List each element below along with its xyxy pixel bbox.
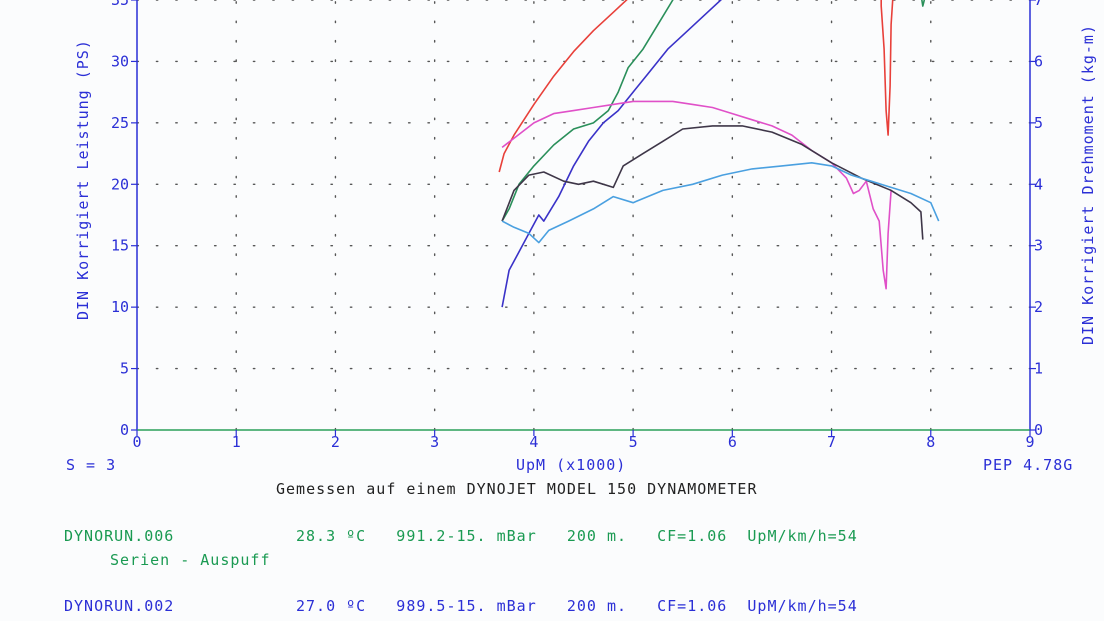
data-series-line [501,0,722,308]
run-name: DYNORUN.006 [64,527,175,545]
x-tick-label: 9 [1025,433,1034,451]
y-tick-label-left: 10 [111,298,129,316]
y-tick-label-left: 35 [111,0,129,9]
y-tick-label-left: 20 [111,175,129,193]
y-tick-label-right: 0 [1034,421,1043,439]
data-series-line [501,162,940,244]
y-tick-label-right: 1 [1034,360,1043,378]
x-tick-label: 3 [430,433,439,451]
y-tick-label-right: 4 [1034,175,1043,193]
y-axis-label-left: DIN Korrigiert Leistung (PS) [74,39,92,320]
data-series-line [498,0,894,173]
measured-caption: Gemessen auf einem DYNOJET MODEL 150 DYN… [276,480,758,498]
y-axis-label-right: DIN Korrigiert Drehmoment (kg-m) [1079,24,1097,345]
x-tick-label: 5 [629,433,638,451]
x-tick-label: 7 [827,433,836,451]
y-tick-label-right: 6 [1034,52,1043,70]
y-tick-label-right: 2 [1034,298,1043,316]
pep-label: PEP 4.78G [983,456,1074,474]
y-tick-label-left: 5 [120,360,129,378]
x-axis-label: UpM (x1000) [516,456,627,474]
y-tick-label-right: 7 [1034,0,1043,9]
y-tick-label-left: 0 [120,421,129,439]
chart-series [498,0,940,308]
y-tick-label-right: 5 [1034,114,1043,132]
data-series-line [501,125,924,240]
x-tick-label: 0 [132,433,141,451]
run-name: DYNORUN.002 [64,597,175,615]
x-tick-label: 1 [232,433,241,451]
x-tick-label: 8 [926,433,935,451]
x-tick-label: 2 [331,433,340,451]
x-tick-label: 4 [529,433,538,451]
y-tick-label-left: 15 [111,237,129,255]
chart-grid [136,0,1031,431]
y-tick-label-right: 3 [1034,237,1043,255]
data-series-line [501,0,926,222]
run-details: 27.0 ºC 989.5-15. mBar 200 m. CF=1.06 Up… [296,597,858,615]
run-note: Serien - Auspuff [110,551,271,569]
s-label: S = 3 [66,456,117,474]
run-details: 28.3 ºC 991.2-15. mBar 200 m. CF=1.06 Up… [296,527,858,545]
y-tick-label-left: 30 [111,52,129,70]
data-series-line [501,100,892,290]
x-tick-label: 6 [728,433,737,451]
y-tick-label-left: 25 [111,114,129,132]
